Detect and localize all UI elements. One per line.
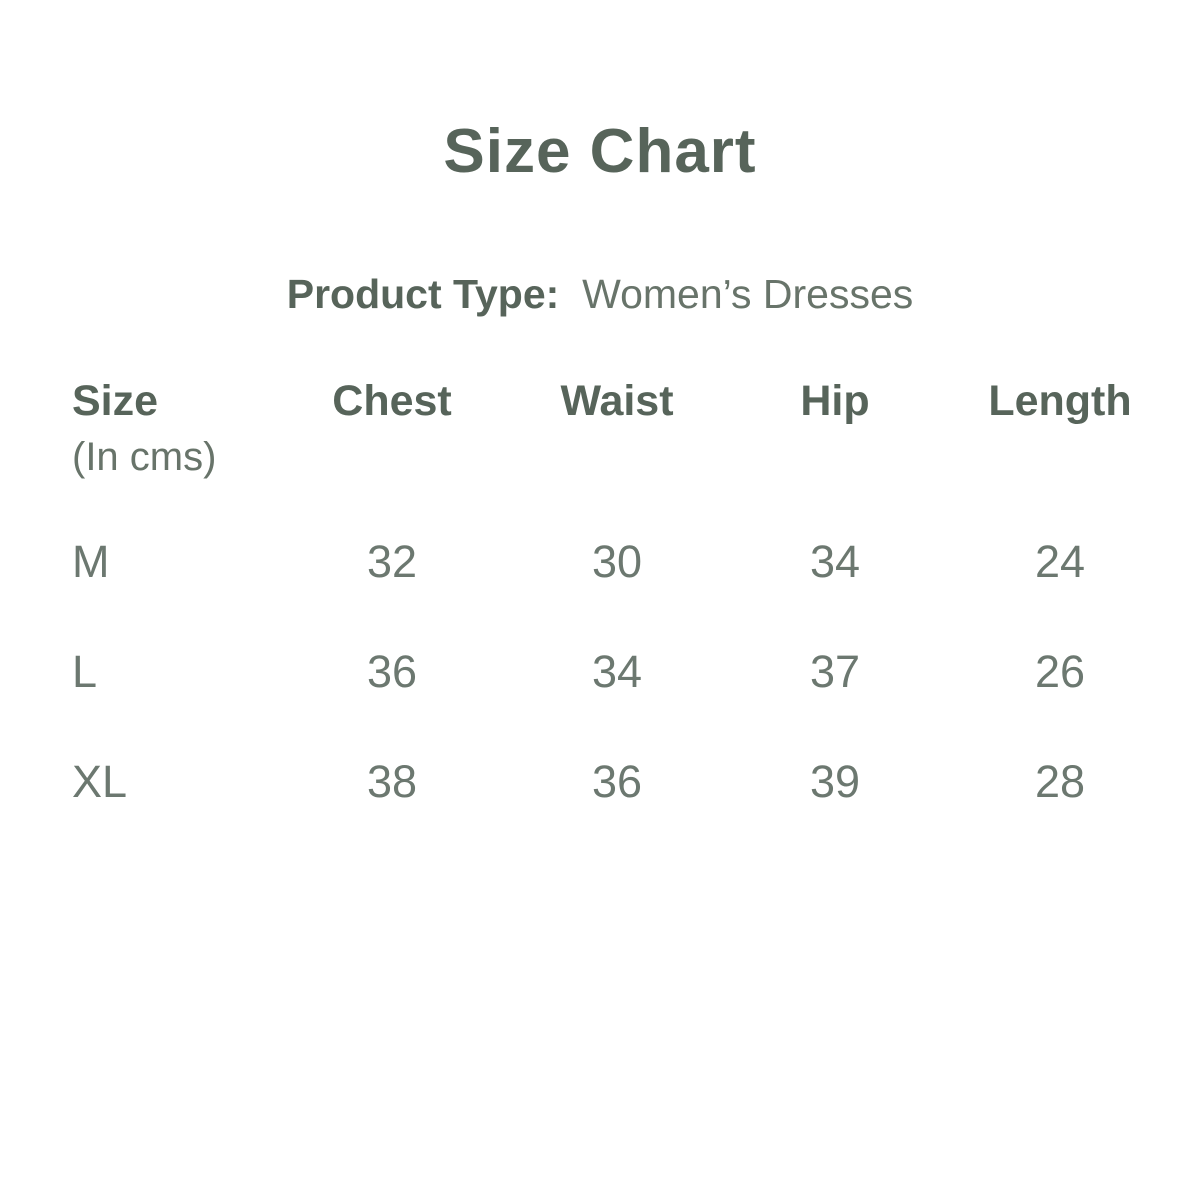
page-title: Size Chart — [443, 117, 757, 186]
row-hip-value: 39 — [809, 756, 861, 807]
row-length-value: 26 — [1034, 646, 1086, 697]
row-chest-value: 36 — [366, 646, 418, 697]
column-header-size-unit: (In cms) — [72, 435, 217, 479]
row-size-label: M — [72, 536, 110, 587]
row-chest-value: 38 — [366, 756, 418, 807]
row-length-value: 28 — [1034, 756, 1086, 807]
row-waist-value: 30 — [591, 536, 643, 587]
row-waist-value: 34 — [591, 646, 643, 697]
column-header-size-label: Size — [72, 377, 159, 425]
column-header-size: Size (In cms) — [72, 377, 282, 479]
column-header-hip: Hip — [800, 377, 870, 425]
column-header-chest: Chest — [332, 377, 452, 425]
column-header-length: Length — [988, 377, 1132, 425]
product-type-line: Product Type: Women’s Dresses — [0, 271, 1200, 318]
table-row: XL 38 36 39 28 — [72, 759, 1182, 804]
row-chest-value: 32 — [366, 536, 418, 587]
row-waist-value: 36 — [591, 756, 643, 807]
size-table: Size (In cms) Chest Waist Hip Length M 3… — [72, 377, 1182, 805]
row-hip-value: 37 — [809, 646, 861, 697]
row-hip-value: 34 — [809, 536, 861, 587]
table-header-row: Size (In cms) Chest Waist Hip Length — [72, 377, 1182, 479]
row-size-label: L — [72, 646, 98, 697]
row-size-label: XL — [72, 756, 128, 807]
table-row: M 32 30 34 24 — [72, 539, 1182, 584]
row-length-value: 24 — [1034, 536, 1086, 587]
product-type-value: Women’s Dresses — [582, 271, 914, 317]
column-header-waist: Waist — [560, 377, 674, 425]
product-type-label: Product Type: — [286, 271, 560, 317]
spacer — [571, 271, 582, 317]
table-row: L 36 34 37 26 — [72, 649, 1182, 694]
